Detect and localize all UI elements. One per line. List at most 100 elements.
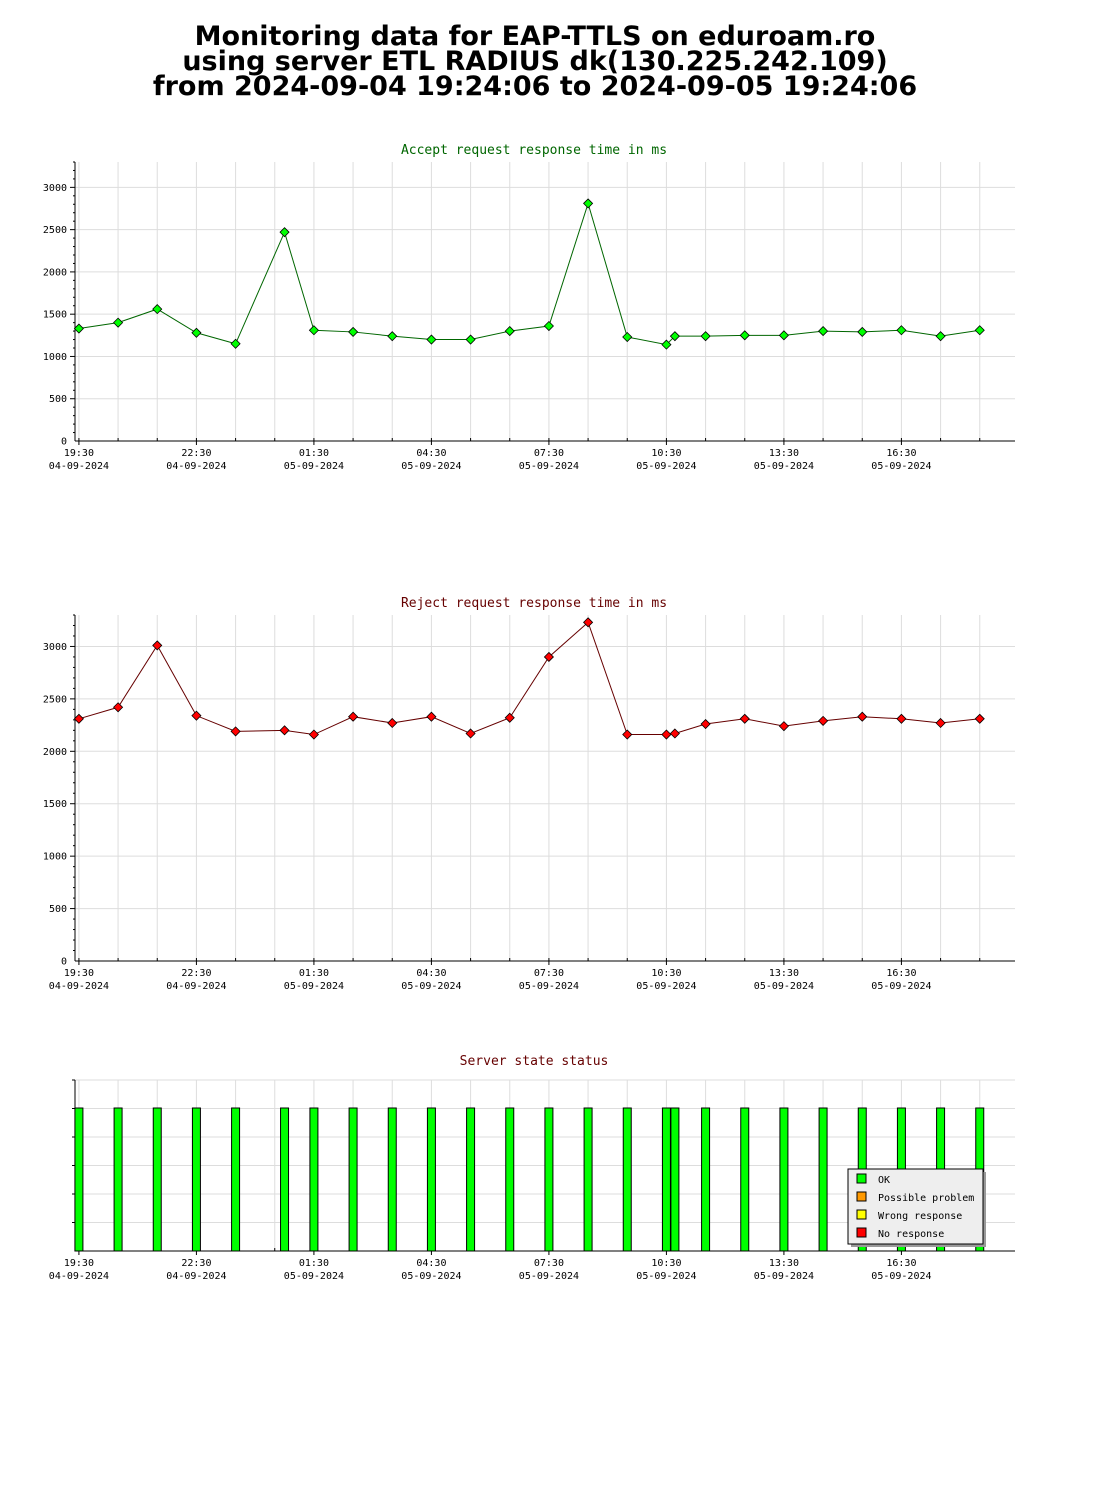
x-tick-date: 05-09-2024 [871,1271,931,1282]
status-bar [701,1107,711,1252]
data-point [73,713,84,724]
status-bar [505,1107,515,1252]
y-tick-label: 1500 [43,799,67,810]
data-point [857,711,868,722]
x-tick-label: 01:30 [299,1258,329,1269]
x-tick-date: 05-09-2024 [401,1271,461,1282]
data-point [191,327,202,338]
x-tick-date: 05-09-2024 [284,461,344,472]
data-point [622,729,633,740]
x-tick-date: 05-09-2024 [519,1271,579,1282]
data-point [426,334,437,345]
data-point [73,323,84,334]
x-tick-label: 10:30 [651,1258,681,1269]
legend-swatch [856,1227,867,1238]
data-point [543,320,554,332]
status-bar [670,1107,680,1252]
status-bar [779,1107,789,1252]
x-tick-label: 13:30 [769,1258,799,1269]
status-bar [818,1107,828,1252]
data-point [661,729,672,740]
status-bar [191,1107,201,1252]
x-tick-date: 05-09-2024 [519,981,579,992]
data-point [935,717,946,729]
x-tick-date: 05-09-2024 [636,981,696,992]
y-tick-label: 2000 [43,747,67,758]
status-bar [622,1107,632,1252]
x-tick-date: 05-09-2024 [636,1271,696,1282]
data-point [700,331,711,342]
data-point [308,729,319,740]
legend-label: OK [878,1175,890,1186]
x-tick-label: 13:30 [769,968,799,979]
legend-swatch [856,1191,867,1202]
title-line-2: using server ETL RADIUS dk(130.225.242.1… [182,46,888,77]
x-tick-date: 04-09-2024 [49,461,109,472]
x-tick-date: 05-09-2024 [754,1271,814,1282]
data-point [308,325,319,336]
data-point [465,728,476,739]
data-point [191,710,202,721]
x-tick-label: 19:30 [64,968,94,979]
x-tick-label: 13:30 [769,448,799,459]
chart-title: Server state status [460,1054,609,1069]
legend-box [847,1168,984,1245]
data-point [426,711,437,722]
legend-swatch [856,1209,867,1220]
chart-title: Reject request response time in ms [401,596,667,611]
data-point [113,702,124,713]
y-tick-label: 0 [61,957,67,968]
x-tick-label: 07:30 [534,1258,564,1269]
status-bar [280,1107,290,1252]
legend-swatch [856,1173,867,1184]
status-bar [74,1107,84,1252]
series-line [78,621,980,736]
y-tick-label: 500 [49,394,67,405]
y-tick-label: 2500 [43,694,67,705]
title-line-3: from 2024-09-04 19:24:06 to 2024-09-05 1… [152,71,918,102]
status-bar [152,1107,162,1252]
y-tick-label: 500 [49,904,67,915]
x-tick-date: 04-09-2024 [166,981,226,992]
chart-title: Accept request response time in ms [401,143,667,158]
data-point [465,334,476,345]
data-point [113,317,124,328]
data-point [387,717,398,729]
x-tick-date: 04-09-2024 [166,1271,226,1282]
data-point [152,640,163,651]
y-tick-label: 3000 [43,642,67,653]
x-tick-date: 05-09-2024 [754,981,814,992]
data-point [669,331,680,342]
x-tick-date: 05-09-2024 [519,461,579,472]
data-point [504,712,515,723]
data-point [896,713,907,724]
x-tick-label: 16:30 [886,1258,916,1269]
x-tick-date: 04-09-2024 [166,461,226,472]
data-point [583,198,594,209]
x-tick-label: 10:30 [651,448,681,459]
series-line [78,201,980,346]
status-bar [740,1107,750,1252]
status-bar [348,1107,358,1252]
data-point [669,728,680,739]
data-point [279,227,290,238]
x-tick-label: 19:30 [64,1258,94,1269]
accept-response-chart: Accept request response time in ms 0 500 10… [43,143,1015,472]
status-bar [466,1107,476,1252]
y-tick-label: 1000 [43,352,67,363]
status-bar [387,1107,397,1252]
x-tick-label: 22:30 [181,448,211,459]
data-point [622,331,633,343]
legend-label: No response [878,1229,944,1240]
x-tick-date: 04-09-2024 [49,981,109,992]
x-tick-label: 22:30 [181,968,211,979]
data-point [818,715,829,726]
data-point [739,330,750,341]
data-point [935,331,946,342]
x-tick-date: 04-09-2024 [49,1271,109,1282]
data-point [279,725,290,736]
data-point [857,326,868,338]
data-point [230,726,241,737]
y-tick-label: 2000 [43,267,67,278]
x-tick-label: 01:30 [299,448,329,459]
